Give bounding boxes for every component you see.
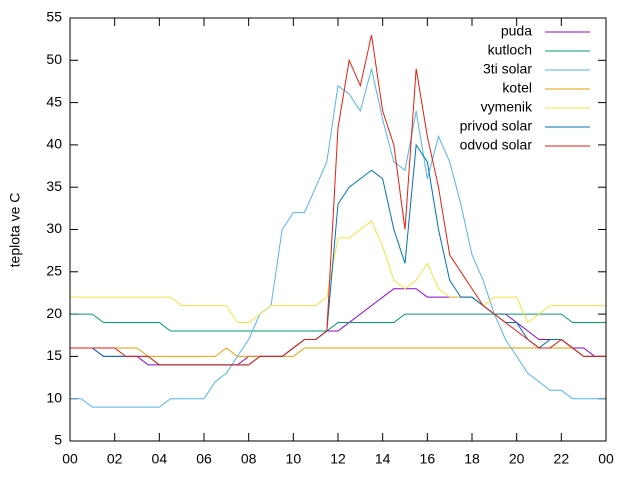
y-tick-label: 45 — [46, 93, 62, 109]
x-tick-label: 00 — [62, 451, 78, 467]
legend-label: kutloch — [488, 42, 532, 58]
y-tick-label: 35 — [46, 178, 62, 194]
legend-label: odvod solar — [460, 137, 533, 153]
series-line — [70, 288, 606, 366]
x-tick-label: 18 — [464, 451, 480, 467]
x-tick-label: 12 — [330, 451, 346, 467]
x-tick-label: 06 — [196, 451, 212, 467]
legend-label: vymenik — [481, 99, 533, 115]
series-line — [70, 68, 606, 408]
legend-label: privod solar — [460, 118, 533, 134]
y-tick-label: 5 — [54, 432, 62, 448]
y-tick-label: 50 — [46, 51, 62, 67]
y-axis-label: teplota ve C — [7, 193, 23, 268]
x-tick-label: 08 — [241, 451, 257, 467]
series-line — [70, 34, 606, 366]
y-tick-label: 20 — [46, 305, 62, 321]
y-tick-label: 15 — [46, 347, 62, 363]
x-tick-label: 00 — [598, 451, 614, 467]
plot-border — [69, 17, 607, 442]
y-tick-label: 25 — [46, 263, 62, 279]
x-tick-label: 10 — [286, 451, 302, 467]
x-tick-label: 22 — [554, 451, 570, 467]
series-line — [70, 143, 606, 366]
y-tick-label: 55 — [46, 9, 62, 25]
legend-label: 3ti solar — [483, 61, 532, 77]
y-tick-label: 10 — [46, 389, 62, 405]
y-tick-label: 30 — [46, 220, 62, 236]
x-tick-label: 04 — [152, 451, 168, 467]
series-line — [70, 220, 606, 324]
y-tick-label: 40 — [46, 136, 62, 152]
series-line — [70, 347, 606, 357]
x-tick-label: 16 — [420, 451, 436, 467]
x-tick-label: 20 — [509, 451, 525, 467]
x-tick-label: 02 — [107, 451, 123, 467]
x-tick-label: 14 — [375, 451, 391, 467]
legend-label: kotel — [502, 80, 532, 96]
series-line — [70, 313, 606, 332]
legend-label: puda — [501, 23, 532, 39]
